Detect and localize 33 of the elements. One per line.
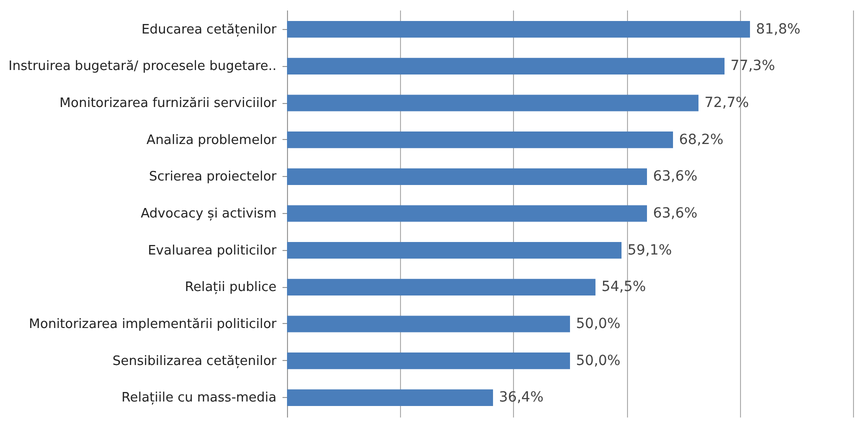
y-tick-label: Sensibilizarea cetățenilor: [112, 354, 278, 369]
data-label: 81,8%: [756, 21, 800, 38]
y-tick-label: Evaluarea politicilor: [148, 243, 278, 258]
data-label: 36,4%: [499, 390, 544, 406]
bar: [287, 21, 750, 38]
data-label: 50,0%: [576, 316, 620, 332]
y-tick-label: Analiza problemelor: [146, 132, 278, 148]
bar: [287, 205, 647, 222]
y-tick-label: Educarea cetățenilor: [141, 22, 278, 38]
data-label: 59,1%: [628, 242, 672, 258]
y-tick-label: Relațiile cu mass-media: [122, 390, 276, 406]
data-label: 54,5%: [601, 279, 646, 296]
y-tick-label: Advocacy și activism: [140, 206, 276, 222]
data-label: 68,2%: [679, 132, 724, 148]
y-tick-label: Scrierea proiectelor: [148, 170, 278, 185]
bar: [287, 168, 647, 185]
y-tick-label: Monitorizarea furnizării serviciilor: [60, 96, 278, 111]
bar: [287, 94, 698, 112]
bar: [287, 58, 725, 74]
data-label: 63,6%: [652, 168, 698, 185]
bar: [287, 278, 596, 296]
y-tick-label: Relații publice: [184, 280, 276, 296]
bar: [287, 316, 570, 332]
data-label: 72,7%: [704, 95, 749, 111]
y-tick-label: Instruirea bugetară/ procesele bugetare..: [8, 59, 276, 74]
data-label: 63,6%: [652, 206, 698, 222]
y-tick-label: Monitorizarea implementării politicilor: [28, 317, 278, 332]
bar: [287, 352, 570, 370]
bar: [287, 132, 674, 148]
bar: [287, 389, 494, 406]
data-label: 50,0%: [576, 352, 620, 369]
bar: [287, 242, 622, 259]
data-label: 77,3%: [730, 58, 775, 74]
